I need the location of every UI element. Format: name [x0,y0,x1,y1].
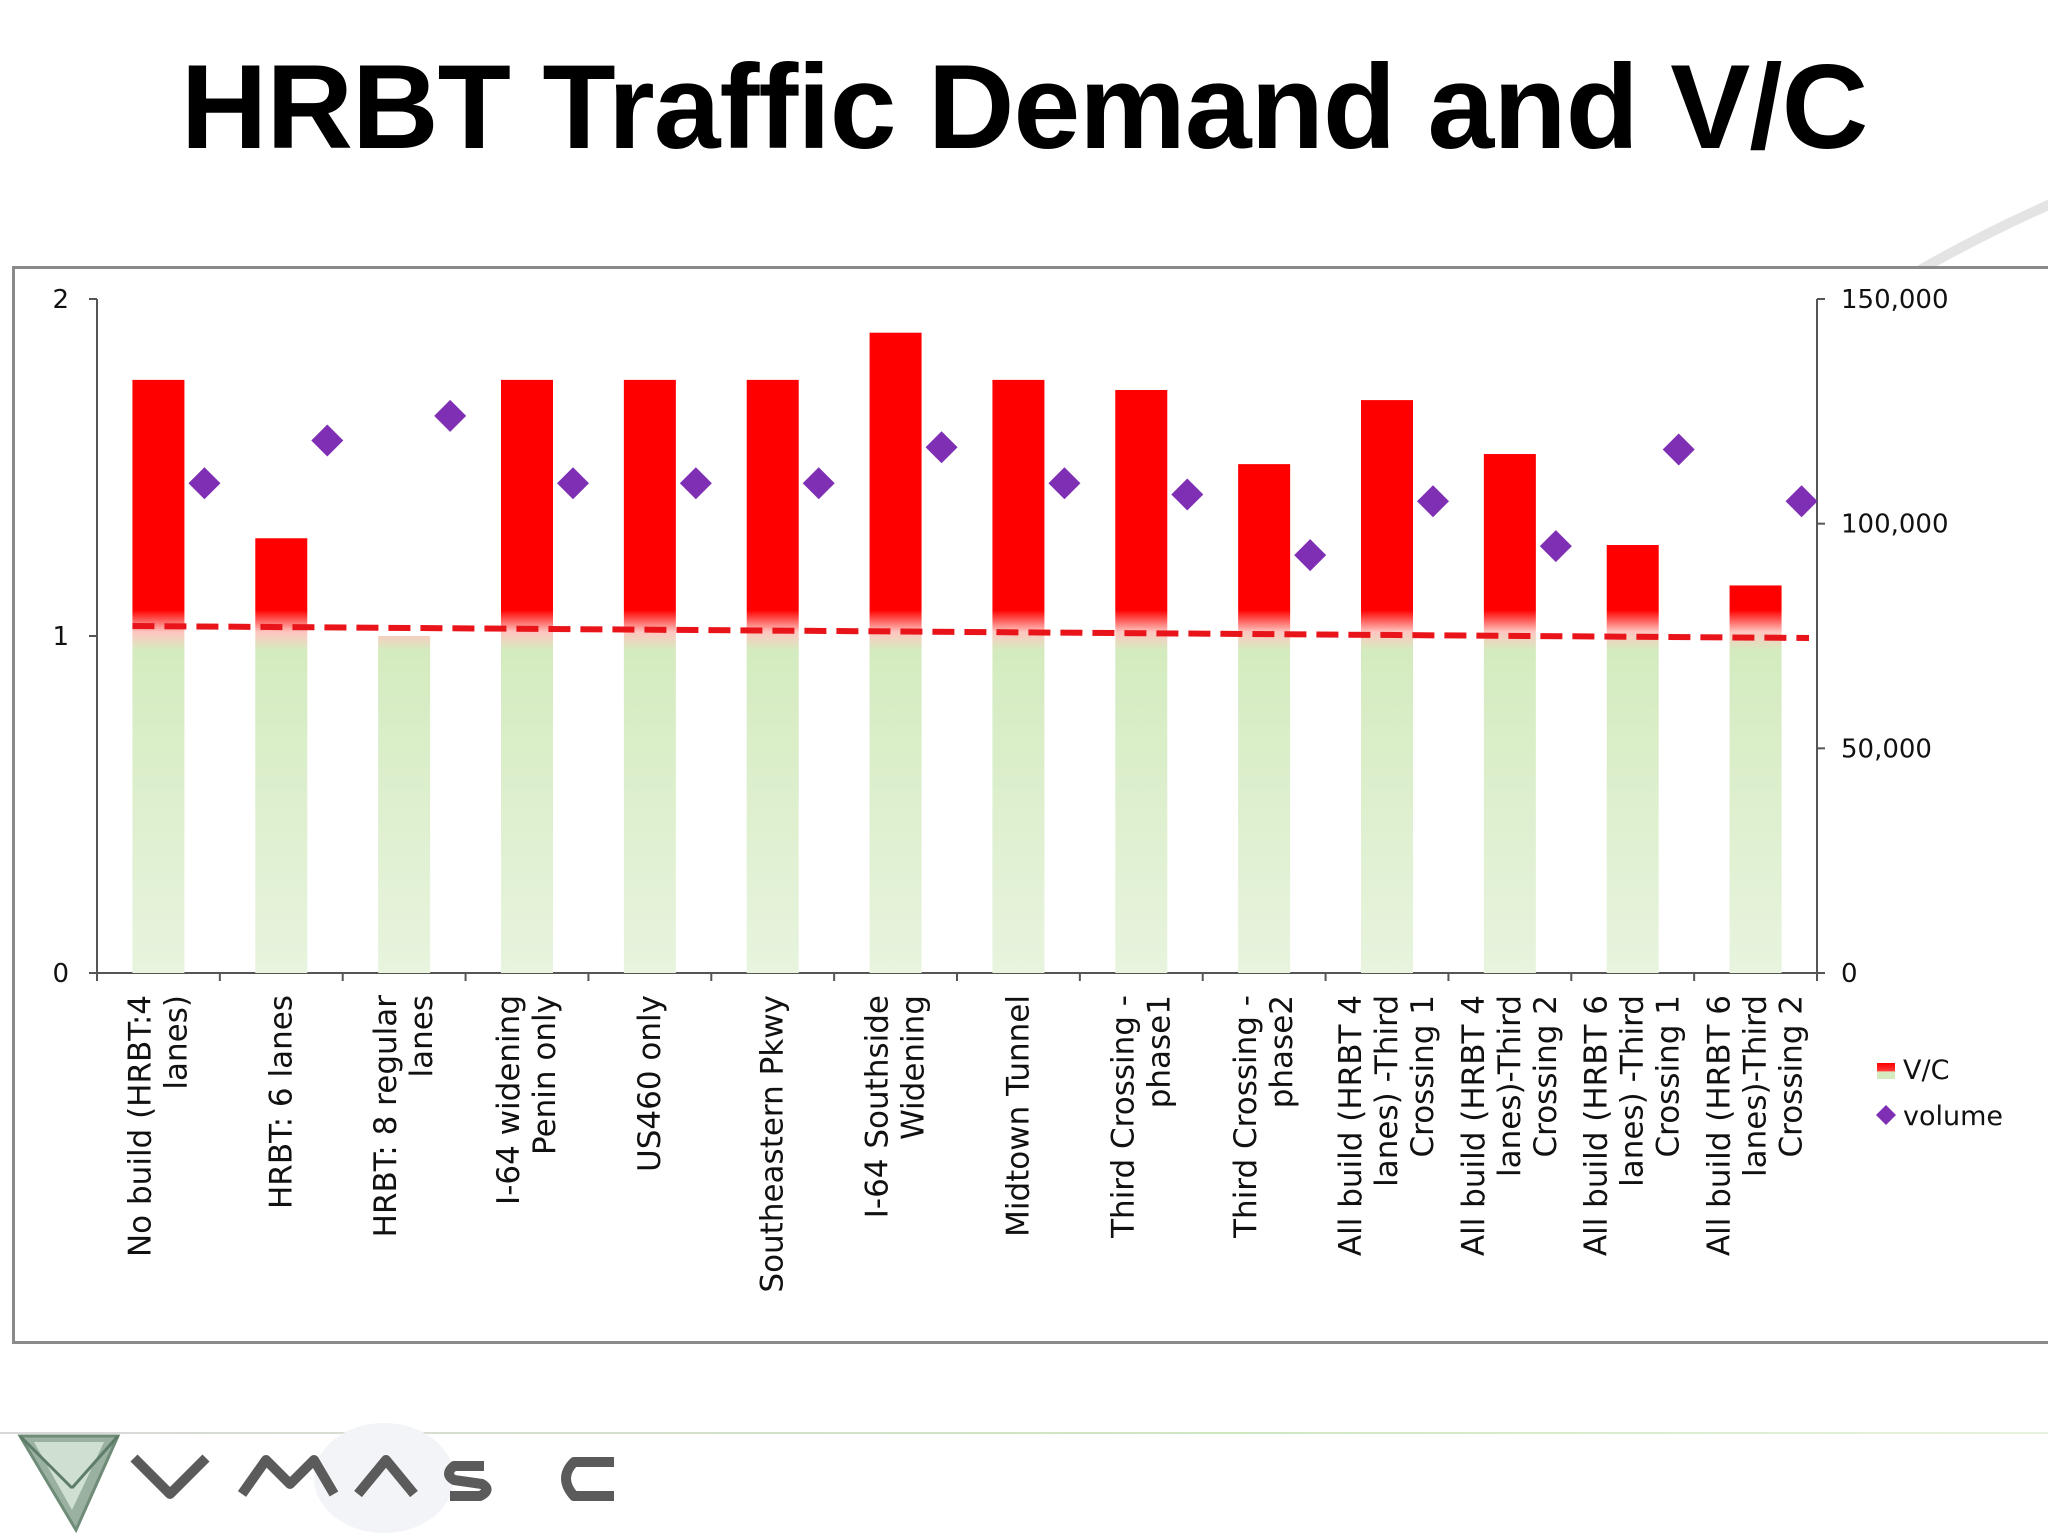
x-category-label-line: lanes)-Third [1738,995,1774,1177]
vc-bar [132,379,185,973]
x-category-label: HRBT: 8 regular lanes [368,995,440,1238]
legend-swatch-vc [1877,1063,1895,1079]
x-category-label: I-64 widening Penin only [491,995,563,1205]
vc-bar [1606,545,1659,973]
x-category-label-line: Third Crossing - [1105,995,1141,1239]
y-left-tick-label: 1 [52,622,69,652]
x-category-label: I-64 Southside Widening [860,995,932,1218]
volume-marker [434,399,467,432]
vc-bar [1361,400,1413,974]
y-left-tick-label: 2 [52,285,69,315]
x-category-label-line: All build (HRBT 4 [1456,995,1492,1256]
x-category-label-line: Midtown Tunnel [1000,995,1036,1237]
x-category-label: No build (HRBT:4 lanes) [122,995,194,1257]
x-category-label-line: lanes)-Third [1492,995,1528,1177]
volume-marker [925,431,958,464]
volume-marker [679,467,712,500]
vc-bar [255,538,308,973]
vmasc-logo [17,1423,614,1534]
vc-bars [132,332,1782,974]
x-category-label: Southeastern Pkwy [755,995,791,1293]
y-right-tick-label: 150,000 [1841,285,1949,315]
legend-label-vc: V/C [1903,1055,1949,1086]
volume-marker [1539,530,1572,563]
volume-marker [1662,433,1695,466]
volume-marker [188,467,221,500]
x-category-label: All build (HRBT 4 lanes)-Third Crossing 2 [1456,995,1564,1256]
x-category-label: HRBT: 6 lanes [263,995,299,1209]
legend-label-volume: volume [1903,1101,2003,1132]
volume-marker [1048,467,1081,500]
volume-marker [1417,485,1449,518]
footer-divider [0,1432,2048,1434]
x-category-label-line: US460 only [632,995,668,1172]
chart-container: 0 1 2 0 50,000 100,000 150,000 No build (HRBT:… [12,266,2048,1344]
x-category-label-line: Third Crossing - [1228,995,1264,1239]
x-category-label-line: Crossing 2 [1528,995,1564,1158]
volume-marker [1171,478,1204,511]
vc-bar [1729,585,1782,973]
x-category-label-line: I-64 Southside [860,995,896,1218]
x-category-label-line: phase2 [1264,995,1300,1108]
x-category-label: Third Crossing - phase1 [1105,995,1177,1239]
y-right-tick-label: 50,000 [1841,734,1932,764]
vc-bar [1483,454,1536,973]
x-category-label: All build (HRBT 4 lanes) -Third Crossing 1 [1333,995,1441,1256]
x-category-label-line: All build (HRBT 6 [1579,995,1615,1256]
x-category-label-line: lanes [404,995,440,1077]
vc-bar [746,379,799,973]
threshold [132,623,1810,641]
volume-marker [557,467,589,500]
category-labels: No build (HRBT:4 lanes) HRBT: 6 lanes HRBT:… [122,995,1809,1293]
legend: V/C volume [1876,1055,2003,1132]
x-category-label-line: Crossing 1 [1405,995,1441,1158]
x-category-label-line: Crossing 2 [1774,995,1810,1158]
x-category-label-line: No build (HRBT:4 [122,995,158,1257]
x-category-label-line: lanes) -Third [1615,995,1651,1187]
x-category-label-line: I-64 widening [491,995,527,1205]
y-right-tick-label: 100,000 [1841,510,1949,540]
x-category-label: All build (HRBT 6 lanes)-Third Crossing 2 [1702,995,1810,1256]
vc-bar [623,379,676,973]
volume-marker [311,424,344,457]
x-category-label-line: Widening [896,995,932,1140]
volume-marker [1785,485,1818,518]
y-left-tick-label: 0 [52,959,69,989]
x-category-label-line: All build (HRBT 6 [1702,995,1738,1256]
x-category-label-line: Crossing 1 [1651,995,1687,1158]
legend-swatch-volume [1876,1105,1896,1125]
vc-threshold-line [132,623,1810,641]
vc-bar [1238,464,1291,973]
x-category-label: Third Crossing - phase2 [1228,995,1300,1239]
x-category-label-line: All build (HRBT 4 [1333,995,1369,1256]
volume-marker [1294,539,1327,572]
vc-bar [501,379,553,973]
y-right-tick-label: 0 [1841,959,1858,989]
vc-bar [992,379,1045,973]
vc-bar [1115,389,1168,973]
volume-marker [802,467,835,500]
page-title: HRBT Traffic Demand and V/C [180,40,1869,174]
x-category-label: US460 only [632,995,668,1172]
x-category-label-line: phase1 [1141,995,1177,1108]
x-category-label-line: lanes) -Third [1369,995,1405,1187]
x-category-label: Midtown Tunnel [1000,995,1036,1237]
x-category-label: All build (HRBT 6 lanes) -Third Crossing 1 [1579,995,1687,1256]
x-category-label-line: HRBT: 6 lanes [263,995,299,1209]
x-category-label-line: lanes) [158,995,194,1090]
x-category-label-line: Penin only [527,995,563,1155]
vc-bar [869,332,922,973]
decorative-swoosh [1917,199,2048,275]
chart-canvas: 0 1 2 0 50,000 100,000 150,000 No build (HRBT:… [52,285,2003,1293]
volume-markers [188,399,1818,572]
vc-bar [378,636,431,973]
x-category-label-line: HRBT: 8 regular [368,995,404,1238]
x-category-label-line: Southeastern Pkwy [755,995,791,1293]
